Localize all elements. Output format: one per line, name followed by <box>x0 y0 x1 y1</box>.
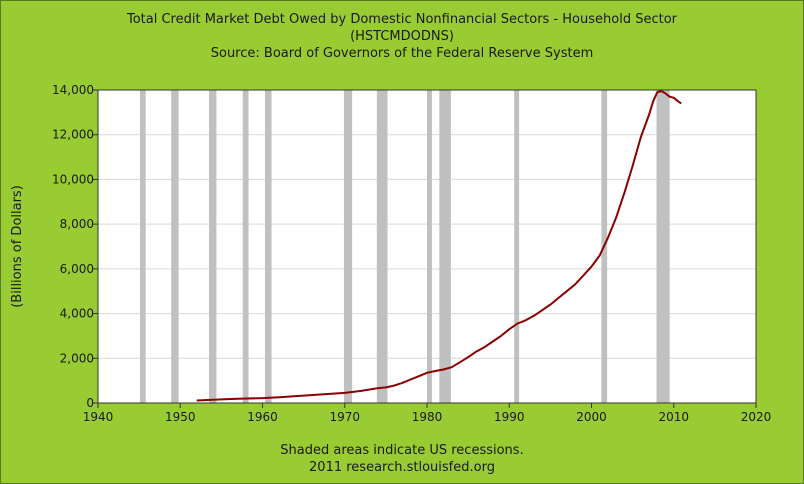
x-tick-label: 1960 <box>247 410 278 424</box>
recession-note: Shaded areas indicate US recessions. <box>280 443 524 458</box>
x-tick-label: 1950 <box>165 410 196 424</box>
recession-band <box>242 90 249 403</box>
y-tick-label: 10,000 <box>52 172 94 186</box>
x-tick-label: 1990 <box>494 410 525 424</box>
x-tick-label: 2020 <box>741 410 772 424</box>
y-tick-label: 0 <box>86 396 94 410</box>
recession-band <box>439 90 451 403</box>
recession-band <box>171 90 179 403</box>
recession-band <box>209 90 217 403</box>
recession-band <box>656 90 670 403</box>
y-tick-label: 8,000 <box>60 217 94 231</box>
recession-band <box>139 90 146 403</box>
y-tick-label: 12,000 <box>52 128 94 142</box>
chart-credit: 2011 research.stlouisfed.org <box>309 460 495 475</box>
chart-source: Source: Board of Governors of the Federa… <box>210 46 594 61</box>
chart-title: Total Credit Market Debt Owed by Domesti… <box>126 12 677 27</box>
x-tick-label: 1980 <box>412 410 443 424</box>
x-tick-label: 2000 <box>576 410 607 424</box>
recession-band <box>343 90 353 403</box>
recession-band <box>376 90 388 403</box>
y-axis-title: (Billions of Dollars) <box>10 185 25 308</box>
chart-series-id: (HSTCMDODNS) <box>350 29 454 44</box>
y-tick-label: 4,000 <box>60 307 94 321</box>
y-tick-label: 2,000 <box>60 351 94 365</box>
recession-band <box>514 90 520 403</box>
recession-band <box>264 90 272 403</box>
y-tick-label: 6,000 <box>60 262 94 276</box>
x-tick-label: 1970 <box>329 410 360 424</box>
x-tick-label: 1940 <box>83 410 114 424</box>
series-line <box>196 90 682 402</box>
x-tick-label: 2010 <box>658 410 689 424</box>
y-tick-label: 14,000 <box>52 83 94 97</box>
recession-band <box>427 90 432 403</box>
